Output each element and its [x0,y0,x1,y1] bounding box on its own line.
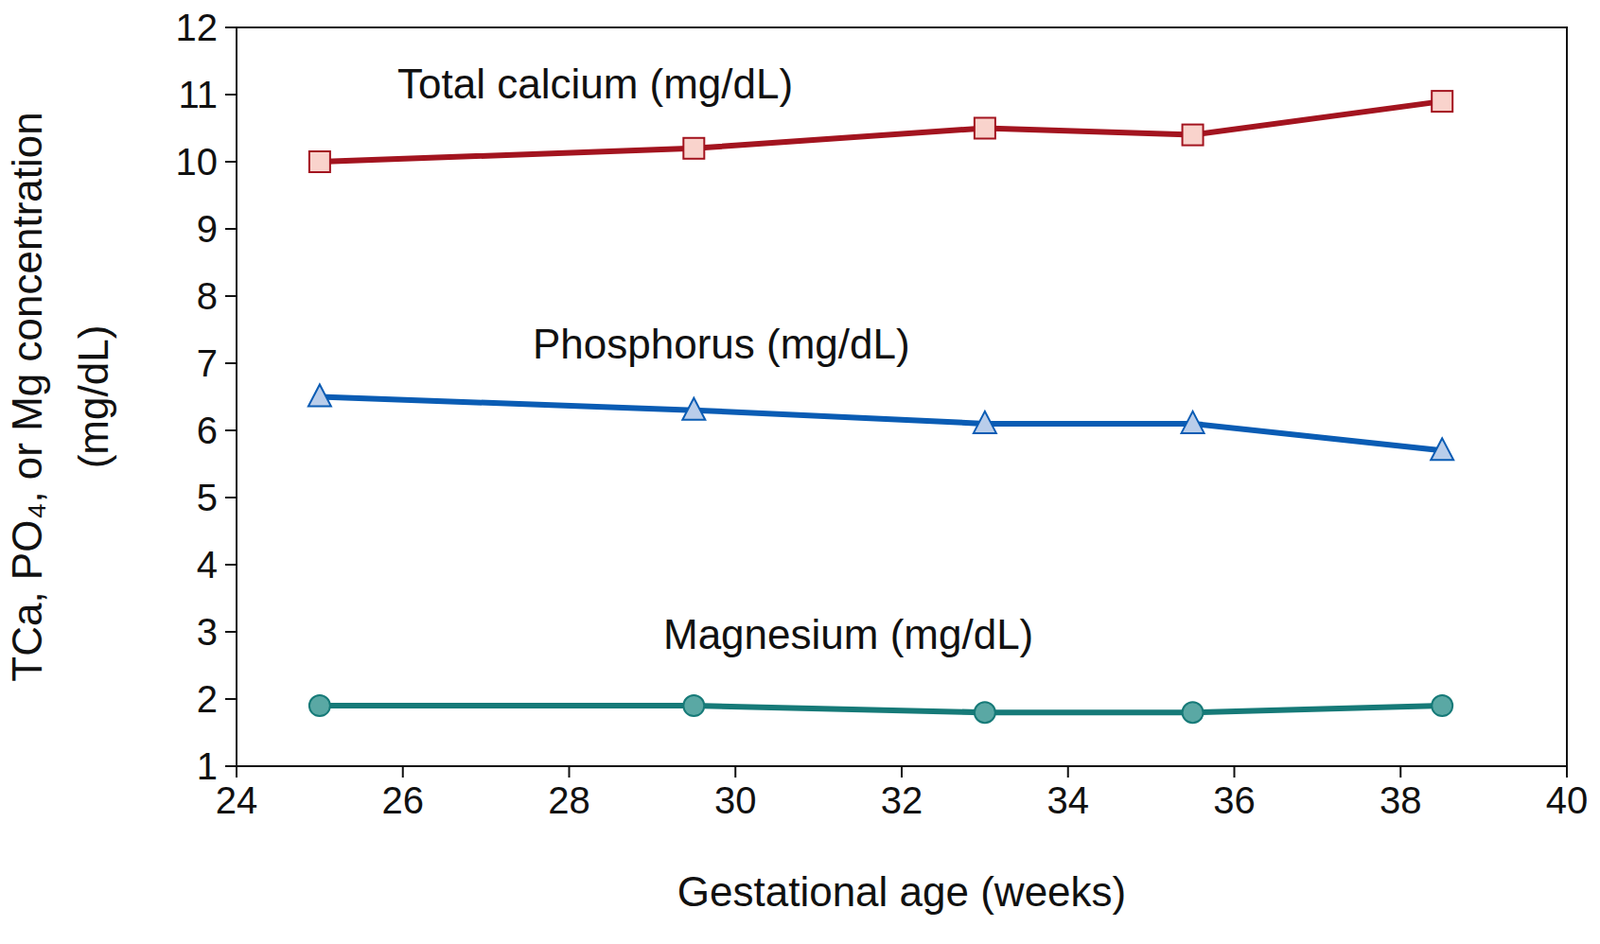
svg-text:Total calcium (mg/dL): Total calcium (mg/dL) [397,60,793,107]
svg-text:28: 28 [547,779,591,822]
svg-text:2: 2 [196,678,218,721]
svg-text:26: 26 [382,779,425,822]
svg-text:24: 24 [215,779,259,822]
svg-text:4: 4 [196,544,218,586]
svg-text:30: 30 [714,779,757,822]
svg-text:34: 34 [1047,779,1091,822]
svg-text:38: 38 [1379,779,1423,822]
svg-text:36: 36 [1213,779,1256,822]
svg-text:32: 32 [880,779,924,822]
svg-text:40: 40 [1546,779,1589,822]
svg-text:8: 8 [196,275,218,317]
svg-text:Gestational age (weeks): Gestational age (weeks) [677,868,1126,915]
svg-text:9: 9 [196,208,218,250]
svg-text:3: 3 [196,611,218,653]
svg-text:6: 6 [196,409,218,452]
svg-text:1: 1 [196,745,218,788]
svg-text:Phosphorus (mg/dL): Phosphorus (mg/dL) [532,320,911,368]
svg-text:(mg/dL): (mg/dL) [70,325,117,470]
svg-text:11: 11 [177,73,218,116]
svg-text:7: 7 [196,342,218,385]
svg-text:Magnesium (mg/dL): Magnesium (mg/dL) [663,611,1034,658]
svg-text:12: 12 [175,6,219,49]
svg-text:10: 10 [175,140,219,183]
svg-text:TCa, PO₄, or Mg concentration: TCa, PO₄, or Mg concentration [7,111,51,682]
svg-text:5: 5 [196,476,218,519]
